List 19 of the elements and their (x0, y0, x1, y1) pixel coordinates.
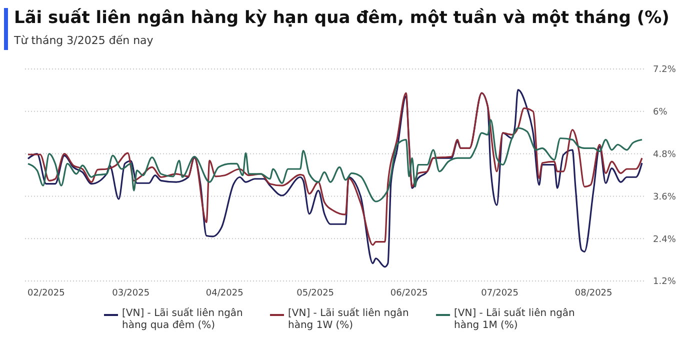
x-tick-label: 03/2025 (112, 288, 150, 298)
legend-label: [VN] - Lãi suất liên ngân hàng 1M (%) (454, 308, 576, 332)
line-series (27, 119, 643, 202)
y-tick-label: 1.2% (653, 277, 676, 288)
x-tick-label: 04/2025 (206, 288, 244, 298)
y-tick-label: 7.2% (653, 65, 676, 76)
y-tick-label: 4.8% (653, 150, 676, 160)
y-tick-label: 6% (653, 108, 668, 118)
x-tick-label: 07/2025 (481, 288, 519, 298)
x-tick-label: 05/2025 (296, 288, 334, 298)
x-tick-label: 06/2025 (390, 288, 428, 298)
legend-label: [VN] - Lãi suất liên ngân hàng 1W (%) (288, 308, 410, 332)
chart-title: Lãi suất liên ngân hàng kỳ hạn qua đêm, một tuần và một tháng (%) (14, 8, 670, 28)
x-tick-label: 08/2025 (574, 288, 612, 298)
legend-label: [VN] - Lãi suất liên ngân hàng qua đêm (%) (122, 308, 244, 332)
y-tick-label: 2.4% (653, 234, 676, 245)
chart-subtitle: Từ tháng 3/2025 đến nay (14, 34, 154, 47)
x-tick-label: 02/2025 (27, 288, 65, 298)
y-tick-label: 3.6% (653, 192, 676, 202)
